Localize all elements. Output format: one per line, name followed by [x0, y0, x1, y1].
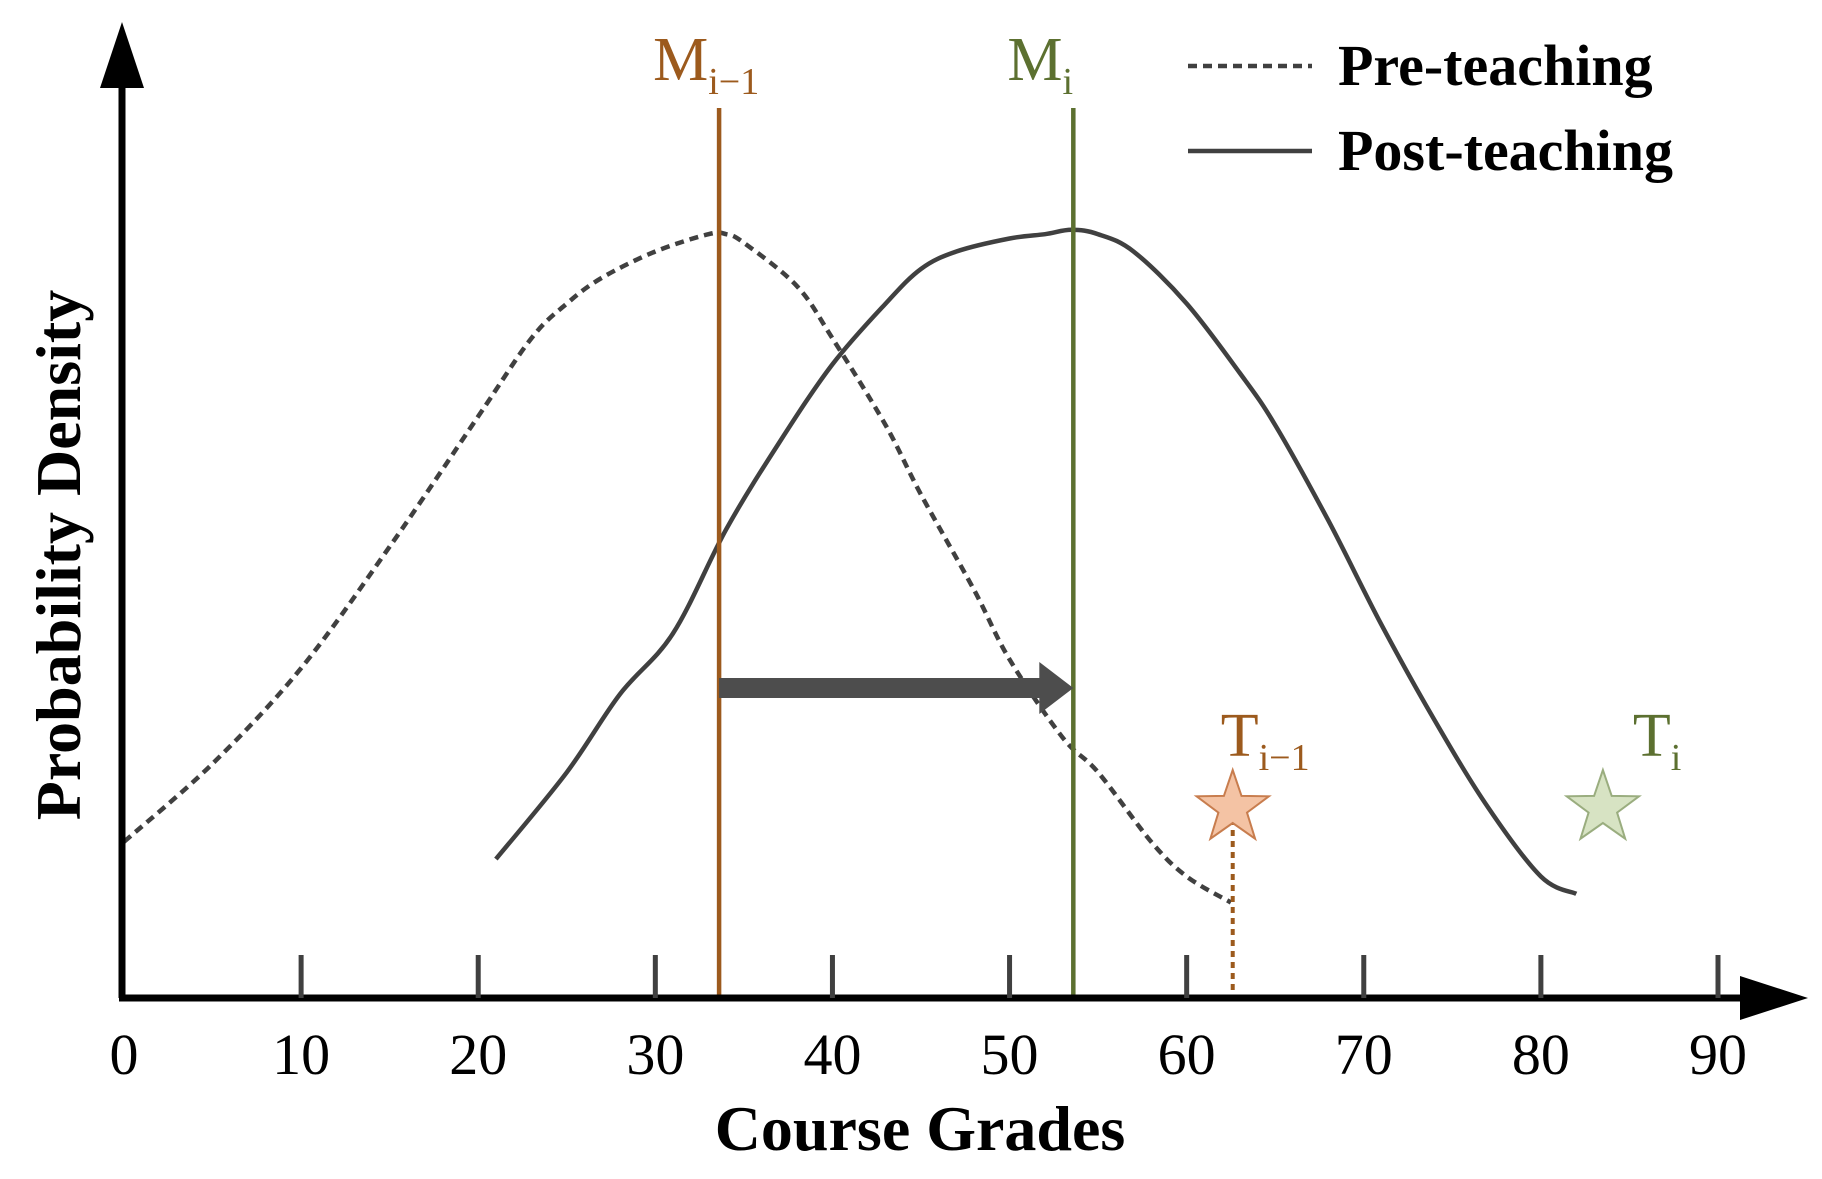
x-tick-label: 10 [272, 1022, 330, 1087]
shift-arrow-head [1039, 662, 1074, 714]
shift-arrow-shaft [719, 678, 1044, 698]
x-tick-label: 40 [803, 1022, 861, 1087]
x-tick-label: 20 [449, 1022, 507, 1087]
post-teaching-curve [494, 227, 1578, 896]
legend-label: Post-teaching [1338, 118, 1673, 183]
y-axis-arrowhead [100, 22, 144, 88]
x-tick-label: 60 [1158, 1022, 1216, 1087]
x-tick-label: 30 [626, 1022, 684, 1087]
x-tick-label: 0 [110, 1022, 139, 1087]
x-tick-label: 70 [1335, 1022, 1393, 1087]
target-label-previous: Ti−1 [1221, 702, 1310, 779]
target-star-previous [1193, 766, 1272, 842]
x-axis-arrowhead [1740, 976, 1808, 1020]
x-tick-label: 80 [1512, 1022, 1570, 1087]
mean-label-previous: Mi−1 [653, 26, 759, 103]
legend-label: Pre-teaching [1338, 33, 1653, 98]
y-axis-title: Probability Density [23, 290, 94, 820]
x-tick-label: 50 [981, 1022, 1039, 1087]
target-label-current: Ti [1633, 702, 1681, 779]
mean-label-current: Mi [1007, 26, 1073, 103]
x-tick-label: 90 [1689, 1022, 1747, 1087]
target-star-current [1563, 766, 1642, 842]
x-axis-title: Course Grades [715, 1093, 1126, 1164]
pre-teaching-curve [122, 230, 1233, 905]
